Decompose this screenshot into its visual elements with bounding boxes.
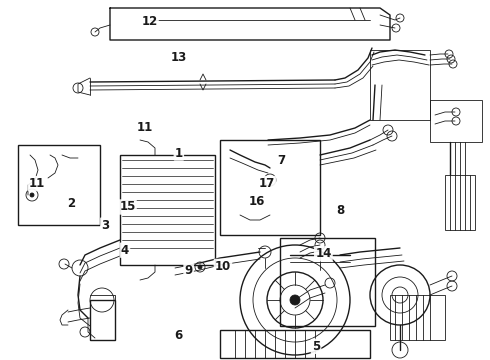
Text: 15: 15 xyxy=(119,201,136,213)
Bar xyxy=(390,295,445,340)
Bar xyxy=(370,50,430,120)
Text: 16: 16 xyxy=(249,195,266,208)
Text: 12: 12 xyxy=(141,15,158,28)
Text: 1: 1 xyxy=(175,147,183,159)
Bar xyxy=(220,140,320,235)
Bar xyxy=(90,300,115,340)
Text: 11: 11 xyxy=(28,177,45,190)
Bar xyxy=(430,100,482,142)
Bar xyxy=(220,330,370,358)
Text: 4: 4 xyxy=(121,244,129,257)
Text: 5: 5 xyxy=(312,340,320,353)
Text: 11: 11 xyxy=(136,121,153,134)
Bar xyxy=(280,238,375,326)
Bar xyxy=(120,155,215,265)
Text: 14: 14 xyxy=(315,247,332,260)
Circle shape xyxy=(198,265,202,269)
Text: 2: 2 xyxy=(67,197,75,210)
Text: 17: 17 xyxy=(259,177,275,190)
Text: 8: 8 xyxy=(337,204,344,217)
Bar xyxy=(445,175,475,230)
Text: 9: 9 xyxy=(185,264,193,277)
Circle shape xyxy=(30,193,34,197)
Text: 13: 13 xyxy=(171,51,187,64)
Bar xyxy=(18,145,100,225)
Circle shape xyxy=(290,295,300,305)
Text: 10: 10 xyxy=(215,260,231,273)
Text: 6: 6 xyxy=(175,329,183,342)
Text: 7: 7 xyxy=(278,154,286,167)
Text: 3: 3 xyxy=(101,219,109,231)
